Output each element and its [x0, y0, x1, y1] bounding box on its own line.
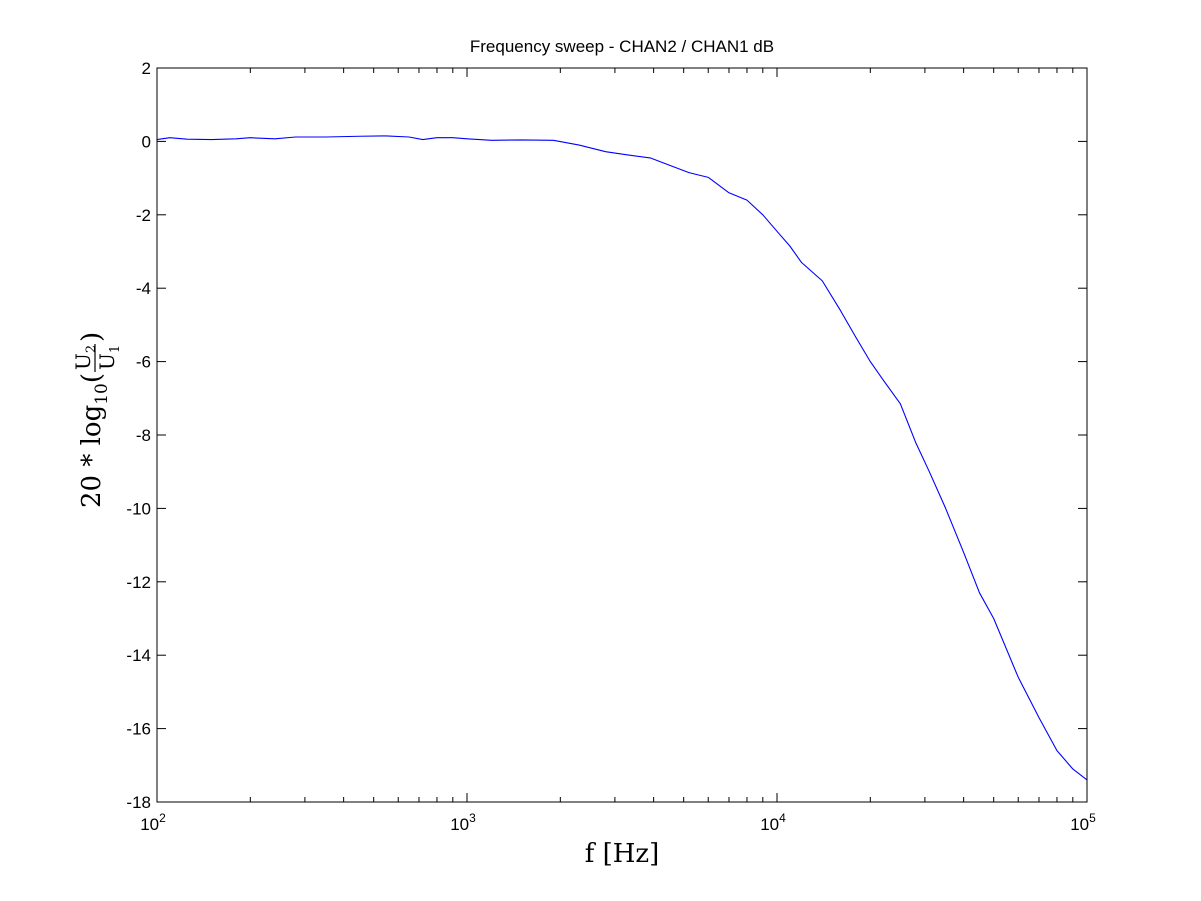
series-layer [156, 135, 1088, 781]
svg-text:U1: U1 [95, 345, 123, 370]
y-label-numerator-sub: 2 [84, 345, 99, 353]
y-tick-label: 0 [142, 132, 151, 151]
svg-text:20 * log10(: 20 * log10( [77, 373, 112, 508]
x-tick-label: 103 [450, 811, 476, 834]
y-tick-label: -4 [136, 279, 151, 298]
y-label-denominator-sub: 1 [108, 345, 123, 353]
y-axis-label: 20 * log10( U2 U1 ) [71, 332, 123, 508]
y-tick-label: -6 [136, 353, 151, 372]
plot-frame [156, 67, 1088, 803]
y-label-denominator: U [95, 353, 119, 370]
x-tick-label: 105 [1070, 811, 1096, 834]
y-label-numerator: U [71, 353, 95, 370]
svg-text:U2: U2 [71, 345, 99, 370]
y-tick-label: -8 [136, 426, 151, 445]
series-line [156, 135, 1088, 781]
y-label-close: ) [77, 332, 107, 342]
y-tick-label: -2 [136, 206, 151, 225]
y-tick-label: -14 [126, 646, 151, 665]
y-label-base: 10 [92, 383, 112, 405]
chart-title: Frequency sweep - CHAN2 / CHAN1 dB [470, 37, 774, 56]
x-axis-label: f [Hz] [585, 839, 660, 869]
y-tick-label: -10 [126, 499, 151, 518]
x-tick-label: 104 [760, 811, 786, 834]
y-label-prefix: 20 * log [77, 405, 107, 508]
x-tick-label: 102 [140, 811, 166, 834]
y-tick-label: -12 [126, 573, 151, 592]
y-tick-label: -16 [126, 720, 151, 739]
y-tick-label: -18 [126, 793, 151, 812]
y-label-open: ( [77, 373, 107, 383]
y-tick-label: 2 [142, 59, 151, 78]
plot-area [157, 68, 1087, 802]
